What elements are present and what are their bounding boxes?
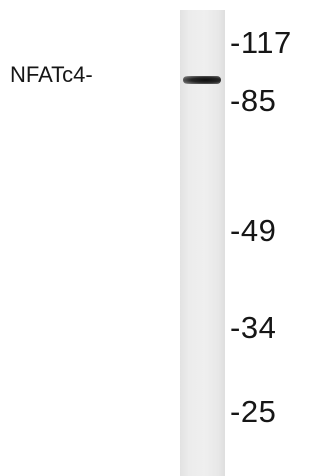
marker-85: -85 (230, 83, 277, 118)
marker-34: -34 (230, 310, 277, 345)
marker-117: -117 (230, 25, 292, 60)
protein-band (183, 76, 221, 84)
blot-lane (180, 10, 225, 476)
protein-label: NFATc4- (10, 62, 93, 87)
marker-49: -49 (230, 213, 277, 248)
marker-25: -25 (230, 394, 277, 429)
